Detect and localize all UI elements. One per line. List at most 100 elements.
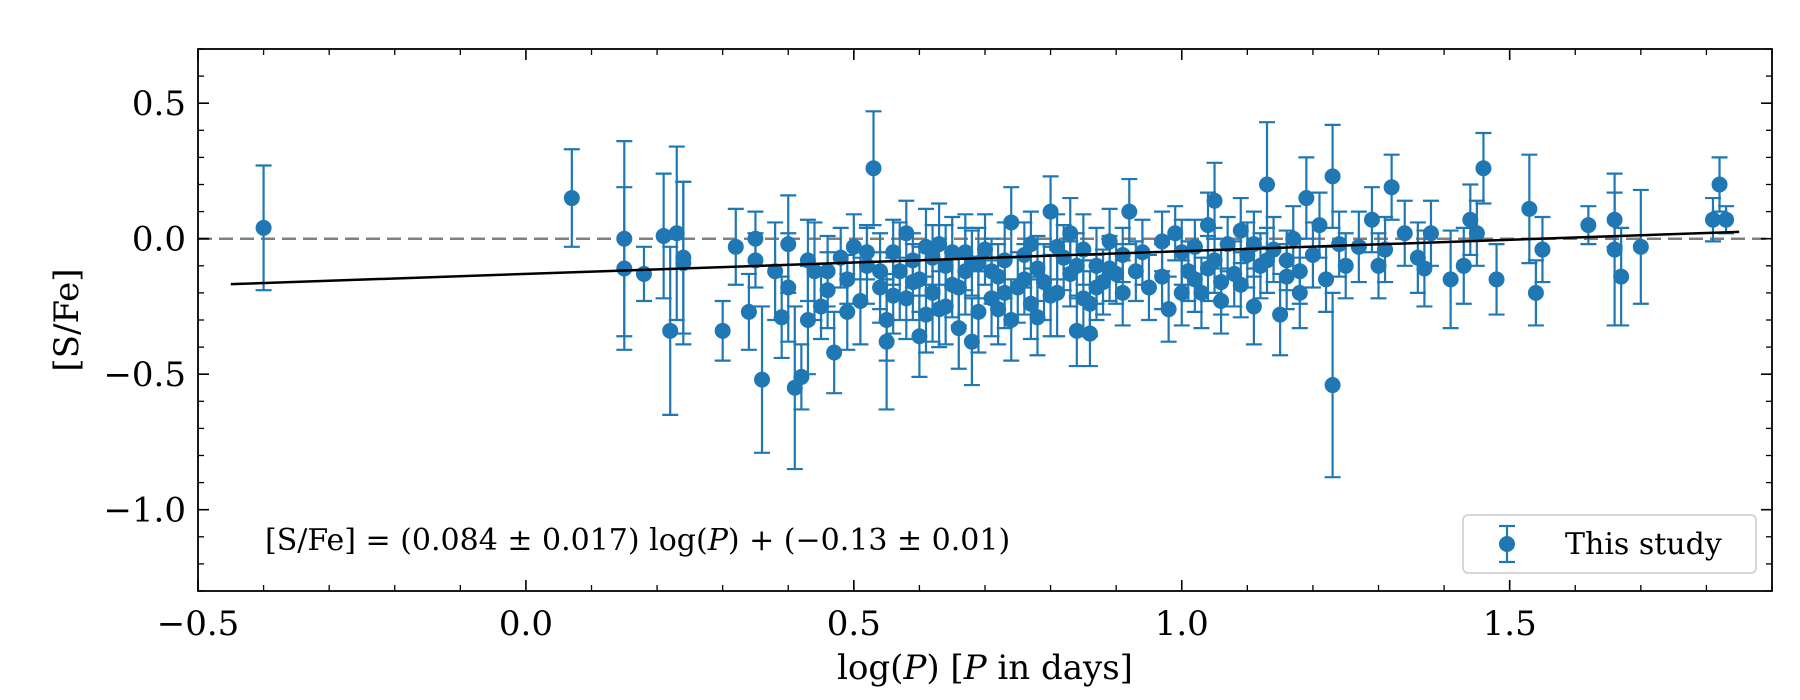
data-marker: [1337, 257, 1354, 274]
data-marker: [1003, 312, 1020, 328]
data-point: [767, 221, 784, 322]
data-marker: [826, 344, 843, 361]
data-point: [1377, 215, 1394, 284]
data-marker: [1068, 257, 1085, 274]
data-point: [1318, 245, 1335, 313]
data-marker: [563, 190, 580, 207]
data-point: [1232, 251, 1249, 319]
data-point: [931, 202, 948, 286]
data-point: [957, 213, 974, 292]
data-marker: [655, 227, 672, 244]
data-marker: [1127, 263, 1144, 280]
data-marker: [1613, 268, 1630, 285]
data-marker: [931, 236, 948, 253]
x-tick-label: −0.5: [157, 604, 240, 644]
data-marker: [1206, 192, 1223, 209]
data-marker: [885, 244, 902, 261]
data-point: [1442, 229, 1459, 330]
data-marker: [1022, 295, 1039, 312]
data-marker: [1278, 268, 1295, 285]
data-point: [1140, 253, 1157, 322]
data-marker: [1442, 271, 1459, 288]
data-point: [898, 199, 915, 267]
plot-frame: [197, 48, 1773, 592]
data-marker: [1580, 217, 1597, 234]
y-tick-label: −0.5: [103, 355, 186, 395]
data-marker: [668, 225, 685, 242]
data-marker: [1704, 211, 1721, 228]
data-marker: [878, 333, 895, 350]
data-marker: [1042, 203, 1059, 220]
data-marker: [1140, 279, 1157, 296]
data-marker: [773, 309, 790, 326]
data-point: [655, 172, 672, 300]
fit-line: [230, 230, 1740, 286]
data-marker: [1186, 271, 1203, 288]
data-point: [1114, 226, 1131, 284]
data-point: [1383, 153, 1400, 221]
data-point: [1468, 199, 1485, 267]
data-point: [1101, 234, 1118, 303]
data-marker: [1259, 176, 1276, 193]
data-marker: [872, 263, 889, 280]
data-point: [1259, 121, 1276, 248]
data-marker: [1462, 211, 1479, 228]
data-marker: [1232, 222, 1249, 239]
data-marker: [616, 260, 633, 277]
data-point: [1298, 156, 1315, 240]
data-marker: [714, 322, 731, 339]
data-marker: [819, 263, 836, 280]
data-point: [1396, 199, 1413, 267]
data-marker: [754, 371, 771, 388]
data-marker: [937, 298, 954, 315]
data-point: [885, 256, 902, 335]
data-marker: [1219, 236, 1236, 253]
data-point: [1088, 253, 1105, 322]
data-marker: [1193, 284, 1210, 301]
data-point: [1068, 232, 1085, 300]
data-point: [845, 213, 862, 281]
data-marker: [1232, 276, 1249, 293]
data-marker: [1468, 225, 1485, 242]
data-marker: [1272, 306, 1289, 323]
data-marker: [1199, 217, 1216, 234]
data-point: [1199, 234, 1216, 303]
data-point: [891, 221, 908, 322]
y-axis-label: [S/Fe]: [47, 268, 87, 371]
data-marker: [1350, 238, 1367, 255]
data-marker: [1718, 211, 1735, 228]
data-point: [1455, 226, 1472, 305]
x-tick-label: 1.5: [1483, 604, 1537, 644]
data-marker: [1029, 309, 1046, 326]
data-marker: [1042, 287, 1059, 304]
data-marker: [1488, 271, 1505, 288]
data-marker: [1632, 238, 1649, 255]
data-marker: [1114, 246, 1131, 263]
data-point: [668, 145, 685, 322]
data-marker: [1383, 179, 1400, 196]
data-marker: [1121, 203, 1138, 220]
data-point: [1121, 177, 1138, 246]
data-point: [616, 186, 633, 351]
data-point: [872, 232, 889, 311]
data-marker: [1029, 260, 1046, 277]
data-marker: [727, 238, 744, 255]
data-point: [983, 237, 1000, 305]
data-marker: [1245, 298, 1262, 315]
data-marker: [1049, 238, 1066, 255]
y-tick-label: 0.5: [132, 84, 186, 124]
data-point: [1475, 131, 1492, 205]
data-marker: [635, 265, 652, 282]
data-marker: [1304, 246, 1321, 263]
data-marker: [1534, 241, 1551, 258]
data-marker: [1101, 260, 1118, 277]
data-point: [1613, 226, 1630, 327]
data-point: [662, 245, 679, 416]
data-marker: [1259, 252, 1276, 269]
data-marker: [1475, 160, 1492, 177]
x-axis-label: log(P) [P in days]: [837, 648, 1133, 688]
data-marker: [963, 333, 980, 350]
data-point: [1606, 172, 1623, 327]
data-point: [937, 267, 954, 346]
